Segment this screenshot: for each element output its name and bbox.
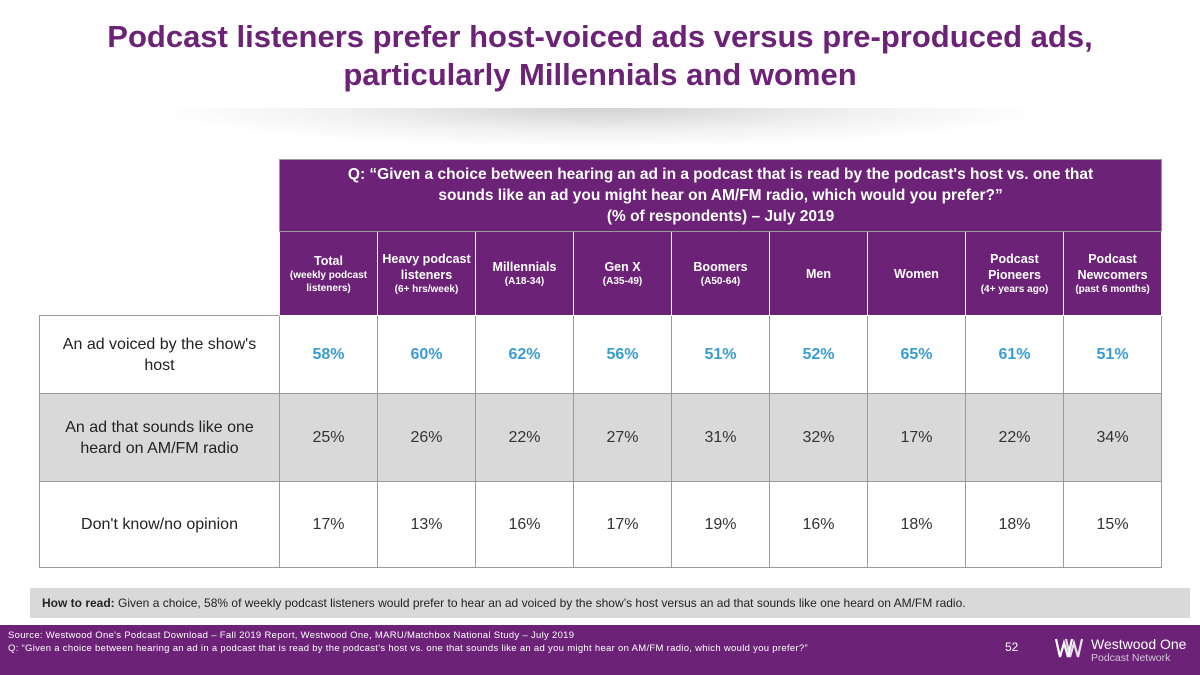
question-line-2: sounds like an ad you might hear on AM/F… bbox=[438, 187, 1003, 204]
data-cell: 13% bbox=[377, 481, 476, 568]
column-header: Podcast Pioneers (4+ years ago) bbox=[965, 231, 1064, 316]
page-title: Podcast listeners prefer host-voiced ads… bbox=[0, 18, 1200, 94]
data-cell: 16% bbox=[769, 481, 868, 568]
column-header: Podcast Newcomers (past 6 months) bbox=[1062, 231, 1163, 316]
row-label: Don't know/no opinion bbox=[39, 481, 280, 568]
data-cell: 17% bbox=[279, 481, 378, 568]
page-number: 52 bbox=[1005, 640, 1019, 654]
how-to-read-label: How to read: bbox=[42, 596, 115, 610]
data-cell: 60% bbox=[377, 315, 476, 394]
how-to-read-note: How to read: Given a choice, 58% of week… bbox=[30, 588, 1190, 618]
data-cell: 31% bbox=[671, 393, 770, 482]
column-header-sublabel: (4+ years ago) bbox=[980, 284, 1049, 295]
column-header: Men bbox=[769, 231, 868, 316]
footer-bar: Source: Westwood One's Podcast Download … bbox=[0, 625, 1200, 675]
data-cell: 18% bbox=[867, 481, 966, 568]
data-cell: 65% bbox=[867, 315, 966, 394]
data-cell: 22% bbox=[965, 393, 1064, 482]
title-shadow-divider bbox=[150, 108, 1050, 148]
row-label: An ad that sounds like one heard on AM/F… bbox=[39, 393, 280, 482]
question-line-3: (% of respondents) – July 2019 bbox=[606, 208, 835, 225]
data-cell: 15% bbox=[1062, 481, 1163, 568]
data-cell: 58% bbox=[279, 315, 378, 394]
row-label: An ad voiced by the show's host bbox=[39, 315, 280, 394]
data-cell: 17% bbox=[573, 481, 672, 568]
column-header-label: Millennials bbox=[492, 260, 557, 274]
column-header-label: Boomers bbox=[693, 260, 748, 274]
data-cell: 18% bbox=[965, 481, 1064, 568]
table-row: Don't know/no opinion 17% 13% 16% 17% 19% 16%… bbox=[39, 481, 1163, 568]
data-cell: 25% bbox=[279, 393, 378, 482]
table-row: An ad voiced by the show's host 58% 60% 62… bbox=[39, 315, 1163, 394]
column-header: Heavy podcast listeners (6+ hrs/week) bbox=[377, 231, 476, 316]
data-cell: 22% bbox=[475, 393, 574, 482]
data-cell: 16% bbox=[475, 481, 574, 568]
data-cell: 56% bbox=[573, 315, 672, 394]
how-to-read-text: Given a choice, 58% of weekly podcast li… bbox=[114, 596, 966, 610]
column-header-label: Podcast Pioneers bbox=[988, 252, 1041, 282]
column-header-sublabel: (past 6 months) bbox=[1075, 284, 1150, 295]
column-header-sublabel: (A50-64) bbox=[700, 276, 741, 287]
data-cell: 17% bbox=[867, 393, 966, 482]
column-header-label: Women bbox=[894, 266, 939, 281]
logo-name: Westwood One bbox=[1091, 636, 1187, 652]
data-cell: 19% bbox=[671, 481, 770, 568]
data-cell: 26% bbox=[377, 393, 476, 482]
title-line-1: Podcast listeners prefer host-voiced ads… bbox=[107, 19, 1093, 54]
column-header: Gen X (A35-49) bbox=[573, 231, 672, 316]
source-line-2: Q: “Given a choice between hearing an ad… bbox=[8, 643, 808, 654]
source-line-1: Source: Westwood One's Podcast Download … bbox=[8, 630, 575, 641]
column-header-sublabel: (A18-34) bbox=[504, 276, 545, 287]
westwood-one-logo-icon bbox=[1055, 638, 1084, 658]
column-header-label: Gen X bbox=[604, 260, 641, 274]
column-header-label: Men bbox=[806, 266, 831, 281]
table-corner-2 bbox=[39, 231, 280, 316]
results-table: Q: “Given a choice between hearing an ad… bbox=[39, 159, 1163, 568]
table-row: An ad that sounds like one heard on AM/F… bbox=[39, 393, 1163, 482]
column-header-sublabel: (6+ hrs/week) bbox=[394, 284, 459, 295]
data-cell: 62% bbox=[475, 315, 574, 394]
data-cell: 32% bbox=[769, 393, 868, 482]
column-header: Total (weekly podcast listeners) bbox=[279, 231, 378, 316]
table-corner bbox=[39, 159, 280, 232]
survey-question: Q: “Given a choice between hearing an ad… bbox=[278, 159, 1163, 232]
column-header-label: Total bbox=[314, 253, 343, 268]
logo-tagline: Podcast Network bbox=[1091, 652, 1171, 664]
data-cell: 34% bbox=[1062, 393, 1163, 482]
data-cell: 51% bbox=[671, 315, 770, 394]
column-header: Women bbox=[867, 231, 966, 316]
column-header-label: Heavy podcast listeners bbox=[382, 252, 471, 282]
data-cell: 61% bbox=[965, 315, 1064, 394]
westwood-one-logo: Westwood One Podcast Network bbox=[1055, 633, 1195, 667]
data-cell: 51% bbox=[1062, 315, 1163, 394]
column-header: Millennials (A18-34) bbox=[475, 231, 574, 316]
data-cell: 27% bbox=[573, 393, 672, 482]
question-line-1: Q: “Given a choice between hearing an ad… bbox=[347, 166, 1094, 183]
column-header-sublabel: (weekly podcast listeners) bbox=[289, 269, 368, 294]
data-cell: 52% bbox=[769, 315, 868, 394]
column-header-label: Podcast Newcomers bbox=[1077, 252, 1148, 282]
column-header: Boomers (A50-64) bbox=[671, 231, 770, 316]
column-header-sublabel: (A35-49) bbox=[602, 276, 643, 287]
source-note: Source: Westwood One's Podcast Download … bbox=[8, 629, 968, 655]
title-line-2: particularly Millennials and women bbox=[343, 57, 857, 92]
